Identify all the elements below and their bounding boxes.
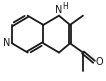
Text: H: H bbox=[62, 2, 68, 11]
Text: N: N bbox=[3, 38, 10, 48]
Text: N: N bbox=[55, 5, 63, 15]
Text: O: O bbox=[95, 57, 103, 67]
